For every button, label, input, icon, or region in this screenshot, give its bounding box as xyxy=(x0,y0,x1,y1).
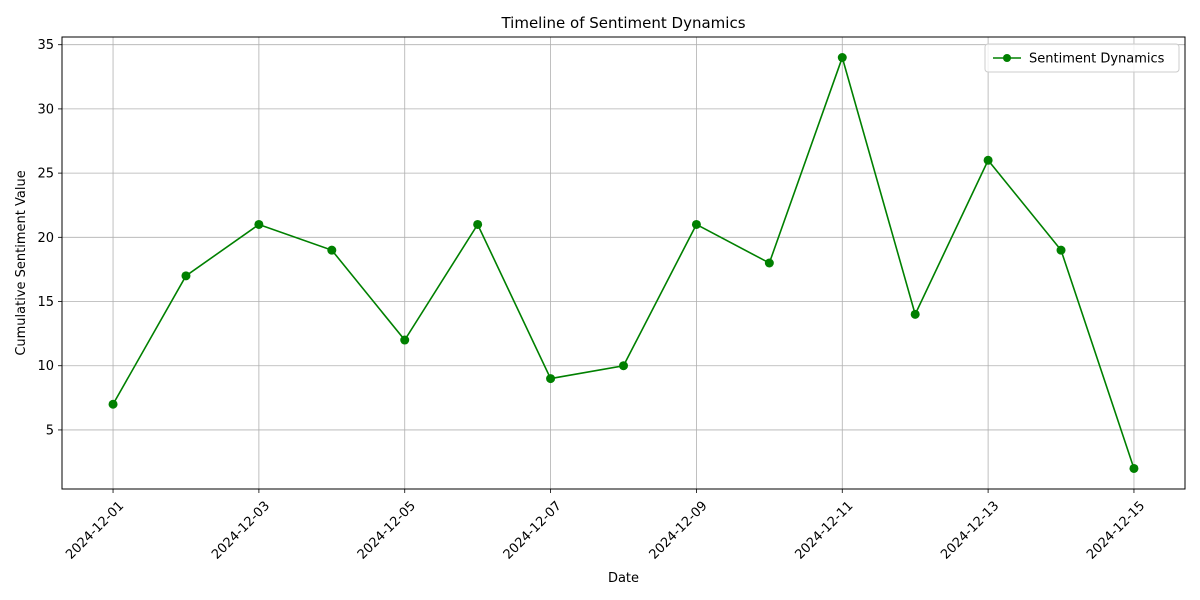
chart-title: Timeline of Sentiment Dynamics xyxy=(500,14,745,32)
y-axis-label: Cumulative Sentiment Value xyxy=(14,170,29,355)
data-point xyxy=(108,399,118,409)
legend-marker xyxy=(1003,54,1011,62)
data-point xyxy=(254,219,264,229)
legend-label: Sentiment Dynamics xyxy=(1029,52,1165,67)
data-point xyxy=(327,245,337,255)
plot-frame xyxy=(61,36,1186,490)
data-point xyxy=(691,219,701,229)
data-point xyxy=(400,335,410,345)
data-point xyxy=(473,219,483,229)
data-point xyxy=(764,258,774,268)
data-point xyxy=(619,361,628,371)
data-point xyxy=(910,309,920,319)
y-tick-label: 35 xyxy=(37,38,54,53)
data-point xyxy=(1129,463,1139,473)
data-point xyxy=(1056,245,1066,255)
y-tick-label: 30 xyxy=(37,102,54,117)
y-tick-label: 5 xyxy=(46,423,54,438)
y-tick-label: 15 xyxy=(37,295,54,310)
legend: Sentiment Dynamics xyxy=(984,43,1180,73)
data-point xyxy=(546,374,556,384)
series-layer xyxy=(108,53,1139,473)
legend-box xyxy=(984,43,1180,73)
data-point xyxy=(837,53,847,63)
data-point xyxy=(181,271,191,281)
y-tick-label: 25 xyxy=(37,167,54,182)
y-tick-label: 20 xyxy=(37,231,54,246)
data-point xyxy=(983,155,993,165)
x-axis-label: Date xyxy=(608,571,639,586)
y-tick-label: 10 xyxy=(37,359,54,374)
